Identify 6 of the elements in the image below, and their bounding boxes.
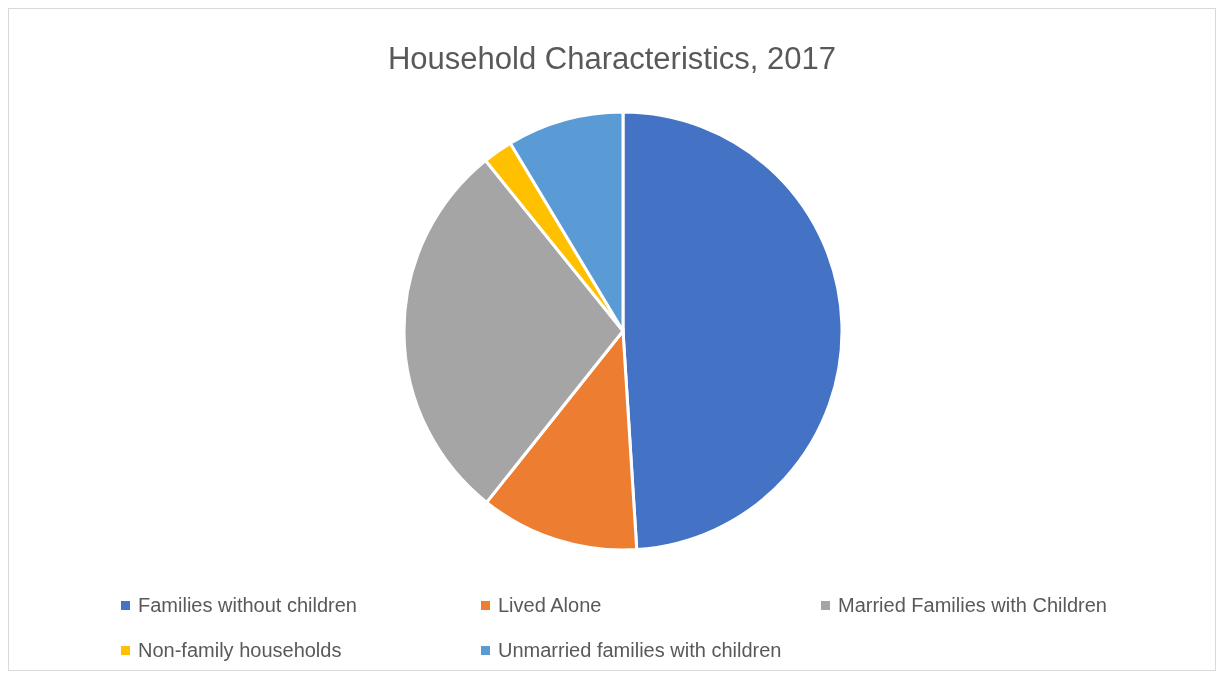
legend-label: Non-family households [138, 639, 342, 662]
legend-label: Lived Alone [498, 594, 602, 617]
legend-label: Married Families with Children [838, 594, 1107, 617]
chart-title: Household Characteristics, 2017 [387, 41, 837, 77]
legend-label: Families without children [138, 594, 357, 617]
legend-label: Unmarried families with children [498, 639, 782, 662]
